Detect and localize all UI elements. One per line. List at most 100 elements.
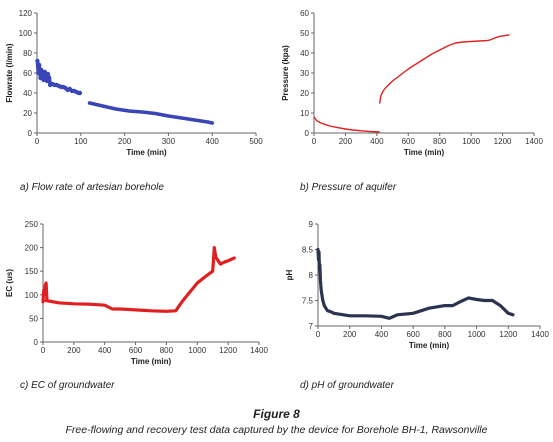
x-axis-label: Time (min): [131, 357, 172, 366]
series-line: [87, 101, 214, 125]
data-point: [58, 84, 64, 90]
data-point: [54, 82, 59, 88]
data-point: [56, 83, 62, 89]
x-tick-label: 1400: [250, 346, 268, 355]
x-axis-label: Time (min): [126, 148, 167, 157]
x-tick-label: 300: [162, 137, 176, 146]
x-tick-label: 200: [118, 137, 132, 146]
series-line: [313, 116, 380, 133]
data-point: [44, 78, 50, 84]
y-tick-label: 50: [300, 29, 309, 38]
chart-ec: 0 200 400 600 800 1000 1200 1400 0 50 100 150 200 250…: [5, 220, 268, 391]
y-tick-label: 200: [25, 244, 39, 253]
y-axis-label: EC (us): [5, 269, 14, 297]
data-point: [65, 87, 70, 93]
y-tick-label: 0: [28, 129, 33, 138]
x-tick-label: 200: [339, 137, 353, 146]
x-tick-label: 0: [41, 346, 46, 355]
y-tick-label: 20: [300, 89, 309, 98]
x-tick-label: 100: [74, 137, 88, 146]
y-tick-label: 80: [23, 49, 32, 58]
series-line: [35, 59, 82, 95]
data-point: [36, 62, 42, 68]
x-tick-label: 400: [370, 137, 384, 146]
x-tick-label: 400: [98, 346, 112, 355]
y-tick-label: 100: [25, 291, 39, 300]
x-tick-label: 1200: [499, 330, 517, 339]
data-point: [39, 67, 44, 73]
y-tick-label: 60: [300, 9, 309, 18]
y-tick-label: 0: [305, 129, 310, 138]
data-point: [38, 75, 43, 81]
series-line: [44, 246, 236, 313]
y-tick-label: 10: [300, 109, 309, 118]
y-tick-label: 60: [23, 69, 32, 78]
series-line: [41, 281, 49, 304]
x-tick-label: 1000: [462, 137, 480, 146]
x-tick-label: 400: [206, 137, 220, 146]
y-axis-label: Pressure (kpa): [281, 45, 290, 101]
data-point: [69, 88, 75, 94]
y-tick-label: 120: [19, 9, 33, 18]
x-tick-label: 800: [438, 330, 452, 339]
x-axis-label: Time (min): [409, 341, 450, 350]
data-point: [52, 82, 57, 88]
y-tick-label: 40: [300, 49, 309, 58]
x-tick-label: 1000: [468, 330, 486, 339]
x-tick-label: 200: [67, 346, 81, 355]
y-tick-label: 150: [25, 267, 39, 276]
y-tick-label: 40: [23, 89, 32, 98]
data-point: [50, 81, 55, 87]
y-tick-label: 30: [300, 69, 309, 78]
y-axis-label: pH: [285, 269, 294, 280]
y-axis-label: Flowrate (l/min): [5, 43, 14, 102]
x-tick-label: 0: [312, 137, 317, 146]
series-line: [332, 296, 515, 320]
data-point: [76, 90, 81, 96]
panel-caption: a) Flow rate of artesian borehole: [20, 182, 164, 193]
x-tick-label: 800: [160, 346, 174, 355]
x-tick-label: 1200: [494, 137, 512, 146]
y-tick-label: 100: [19, 29, 33, 38]
x-tick-label: 400: [375, 330, 389, 339]
panel-caption: b) Pressure of aquifer: [300, 182, 397, 193]
x-tick-label: 200: [343, 330, 357, 339]
y-tick-label: 8: [309, 271, 314, 280]
data-point: [36, 70, 41, 76]
chart-flow: 0 100 200 300 400 500 0 20 40 60 80 100 120 Time (min…: [5, 9, 263, 193]
data-point: [47, 82, 53, 88]
y-tick-label: 50: [29, 314, 38, 323]
y-tick-label: 0: [34, 338, 39, 347]
x-tick-label: 600: [406, 330, 420, 339]
x-tick-label: 600: [402, 137, 416, 146]
data-point: [45, 71, 51, 77]
x-tick-label: 1000: [188, 346, 206, 355]
data-point: [42, 69, 48, 75]
panel-caption: c) EC of groundwater: [20, 380, 115, 391]
series-line: [316, 247, 336, 315]
y-tick-label: 8.5: [302, 246, 314, 255]
figure-caption: Free-flowing and recovery test data capt…: [65, 424, 488, 436]
data-point: [35, 58, 40, 64]
panel-caption: d) pH of groundwater: [300, 380, 395, 391]
x-tick-label: 1400: [525, 137, 543, 146]
x-tick-label: 0: [35, 137, 40, 146]
x-tick-label: 0: [316, 330, 321, 339]
y-tick-label: 7.5: [302, 297, 314, 306]
data-point: [61, 84, 66, 90]
data-point: [77, 90, 83, 96]
x-tick-label: 600: [129, 346, 143, 355]
x-tick-label: 1200: [219, 346, 237, 355]
series-line: [379, 34, 510, 104]
y-tick-label: 9: [309, 220, 314, 229]
figure-title: Figure 8: [253, 407, 300, 421]
chart-ph: 0 200 400 600 800 1000 1200 1400 7 7.5 8 8.5 9 Time (…: [285, 220, 549, 391]
y-tick-label: 20: [23, 109, 32, 118]
x-axis-label: Time (min): [404, 148, 445, 157]
data-point: [72, 88, 77, 94]
y-tick-label: 250: [25, 220, 39, 229]
x-tick-label: 800: [433, 137, 447, 146]
x-tick-label: 1400: [531, 330, 549, 339]
chart-pressure: 0 200 400 600 800 1000 1200 1400 0 10 20 30 40 50 60 Ti…: [281, 9, 543, 193]
